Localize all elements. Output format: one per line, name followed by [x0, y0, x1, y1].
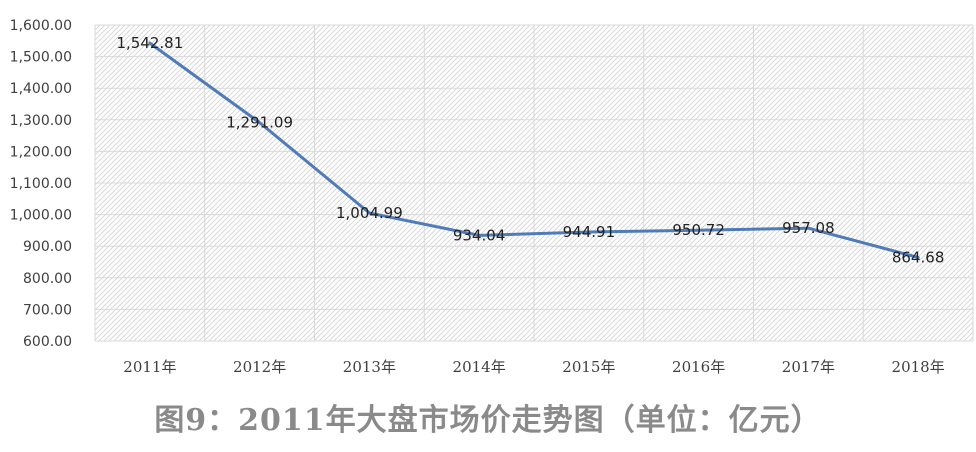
data-label: 1,542.81 — [116, 34, 183, 52]
x-tick-label: 2016年 — [672, 358, 725, 376]
gridlines — [94, 24, 974, 342]
y-tick-label: 1,000.00 — [10, 208, 72, 224]
data-label: 934.04 — [453, 226, 506, 244]
data-label: 957.08 — [782, 219, 835, 237]
y-tick-label: 600.00 — [23, 334, 72, 350]
y-tick-label: 1,500.00 — [10, 50, 72, 66]
y-tick-label: 1,100.00 — [10, 176, 72, 192]
chart-title: 图9：2011年大盘市场价走势图（单位：亿元） — [154, 403, 822, 438]
x-tick-label: 2014年 — [453, 358, 506, 376]
data-label: 1,004.99 — [336, 204, 403, 222]
series-line-group — [148, 41, 920, 259]
y-tick-label: 900.00 — [23, 239, 72, 255]
line-chart: 600.00 700.00 800.00 900.00 1,000.00 1,100.00… — [10, 18, 974, 376]
x-tick-label: 2012年 — [233, 358, 286, 376]
y-tick-label: 1,200.00 — [10, 144, 72, 160]
x-axis-ticks: 2011年 2012年 2013年 2014年 2015年 2016年 2017年 2018年 — [123, 358, 944, 376]
data-label: 1,291.09 — [226, 114, 293, 132]
y-tick-label: 700.00 — [23, 302, 72, 318]
y-tick-label: 1,300.00 — [10, 113, 72, 129]
y-tick-label: 1,600.00 — [10, 18, 72, 34]
data-labels: 1,542.81 1,291.09 1,004.99 934.04 944.91 950.… — [116, 34, 944, 266]
data-label: 944.91 — [563, 223, 616, 241]
data-label: 950.72 — [672, 221, 725, 239]
x-tick-label: 2018年 — [892, 358, 945, 376]
series-line — [148, 41, 920, 259]
y-tick-label: 1,400.00 — [10, 81, 72, 97]
x-tick-label: 2013年 — [343, 358, 396, 376]
x-tick-label: 2011年 — [123, 358, 176, 376]
x-tick-label: 2015年 — [562, 358, 615, 376]
x-tick-label: 2017年 — [782, 358, 835, 376]
data-label: 864.68 — [892, 248, 945, 266]
y-tick-label: 800.00 — [23, 271, 72, 287]
y-axis-ticks: 600.00 700.00 800.00 900.00 1,000.00 1,100.00… — [10, 18, 72, 350]
